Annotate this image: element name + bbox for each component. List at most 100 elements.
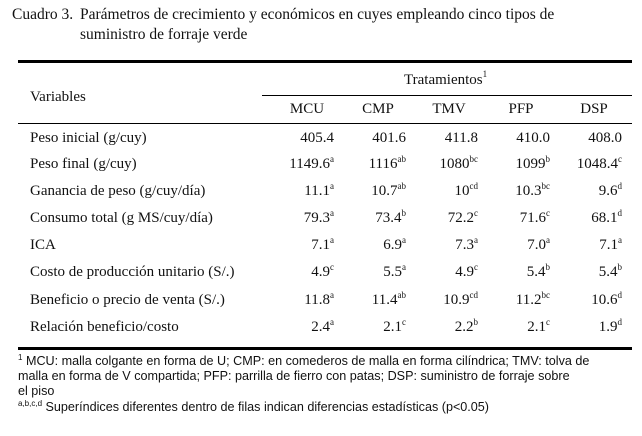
table-cell: 7.3a — [388, 236, 478, 254]
table-cell: 10cd — [388, 181, 479, 200]
cell-value: 1099 — [515, 156, 546, 172]
table-cell: 5.4b — [532, 263, 622, 281]
column-header-mcu: MCU — [289, 101, 325, 117]
table-cell: 73.4b — [316, 209, 406, 227]
cell-value: 10.9 — [443, 292, 470, 308]
row-label: Relación beneficio/costo — [30, 319, 179, 335]
cell-value: 2.4 — [311, 319, 330, 335]
table-top-rule — [18, 60, 632, 63]
table-cell: 4.9c — [388, 263, 478, 281]
cell-value: 5.5 — [383, 264, 402, 280]
footnote-1-line-1: MCU: malla colgante en forma de U; CMP: … — [25, 354, 590, 368]
table-cell: 2.1c — [316, 318, 406, 336]
cell-value: 10.3 — [515, 183, 542, 199]
cell-value: 1116 — [368, 156, 398, 172]
caption-line-1: Parámetros de crecimiento y económicos e… — [80, 6, 555, 23]
cell-value: 1080 — [439, 156, 470, 172]
cell-superscript: bc — [469, 154, 479, 164]
footnote-2-text: Superíndices diferentes dentro de filas … — [45, 400, 490, 414]
table-cell: 401.6 — [316, 129, 406, 147]
table-bottom-rule — [18, 347, 632, 350]
treatments-underline — [262, 95, 632, 96]
cell-superscript: a — [330, 208, 334, 218]
cell-superscript: d — [617, 181, 623, 191]
cell-value: 7.0 — [527, 237, 546, 253]
treatments-header-sup: 1 — [482, 69, 488, 79]
cell-value: 9.6 — [598, 183, 618, 199]
cell-superscript: c — [546, 317, 550, 327]
cell-value: 4.9 — [455, 264, 474, 280]
table-cell: 11.4ab — [316, 291, 406, 309]
table-cell: 410.0 — [460, 129, 550, 147]
cell-value: 72.2 — [447, 210, 474, 226]
table-cell: 2.2b — [388, 318, 478, 336]
cell-value: 5.4 — [598, 264, 618, 280]
cell-value: 5.4 — [526, 264, 546, 280]
cell-value: 4.9 — [311, 264, 330, 280]
cell-value: 11.4 — [371, 292, 398, 308]
cell-superscript: a — [330, 290, 334, 300]
table-cell: 5.4b — [460, 263, 550, 281]
table-cell: 4.9c — [244, 263, 334, 281]
cell-superscript: a — [546, 235, 550, 245]
cell-superscript: d — [617, 208, 623, 218]
cell-superscript: b — [401, 208, 407, 218]
table-cell: 2.4a — [244, 318, 334, 336]
cell-value: 410.0 — [516, 130, 550, 146]
cell-value: 10.7 — [371, 183, 398, 199]
cell-superscript: d — [617, 290, 623, 300]
row-label: Peso inicial (g/cuy) — [30, 130, 147, 146]
cell-value: 411.8 — [444, 130, 478, 146]
table-cell: 9.6d — [532, 182, 622, 200]
row-label: Peso final (g/cuy) — [30, 156, 137, 172]
cell-superscript: a — [402, 262, 406, 272]
cell-value: 1048.4 — [576, 156, 618, 172]
table-cell: 72.2c — [388, 209, 478, 227]
table-cell: 1149.6a — [244, 155, 334, 173]
table-cell: 5.5a — [316, 263, 406, 281]
cell-superscript: b — [545, 154, 551, 164]
cell-value: 73.4 — [375, 210, 402, 226]
cell-value: 7.1 — [311, 237, 330, 253]
table-cell: 405.4 — [244, 129, 334, 147]
cell-superscript: a — [330, 154, 334, 164]
table-cell: 1080bc — [388, 154, 479, 173]
row-label: Ganancia de peso (g/cuy/día) — [30, 183, 206, 199]
footnote-1-sup: 1 — [18, 353, 23, 362]
row-label: ICA — [30, 237, 56, 253]
footnote-2: a,b,c,d Superíndices diferentes dentro d… — [18, 400, 489, 415]
table-cell: 1099b — [460, 154, 551, 173]
cell-superscript: bc — [541, 181, 551, 191]
cell-superscript: b — [545, 262, 551, 272]
row-label: Costo de producción unitario (S/.) — [30, 264, 235, 280]
cell-superscript: b — [617, 262, 623, 272]
table-cell: 1.9d — [532, 318, 622, 336]
row-label: Beneficio o precio de venta (S/.) — [30, 292, 225, 308]
column-header-tmv: TMV — [432, 101, 466, 117]
cell-value: 401.6 — [372, 130, 406, 146]
cell-value: 10.6 — [591, 292, 618, 308]
cell-superscript: d — [617, 317, 623, 327]
column-header-cmp: CMP — [362, 101, 394, 117]
table-cell: 10.7ab — [316, 182, 406, 200]
table-cell: 411.8 — [388, 129, 478, 147]
header-bottom-rule — [18, 123, 632, 124]
cell-superscript: cd — [469, 181, 479, 191]
cell-value: 1.9 — [598, 319, 618, 335]
cell-value: 11.1 — [304, 183, 330, 199]
cell-superscript: bc — [541, 290, 551, 300]
variables-header: Variables — [30, 89, 86, 105]
footnote-1-line-2: malla en forma de V compartida; PFP: par… — [18, 369, 570, 383]
table-cell: 11.8a — [244, 291, 334, 309]
cell-superscript: ab — [397, 290, 407, 300]
table-cell: 7.0a — [460, 236, 550, 254]
footnote-1-line-3: el piso — [18, 384, 55, 398]
cell-superscript: b — [473, 317, 479, 327]
table-cell: 10.9cd — [388, 291, 478, 309]
table-cell: 11.1a — [244, 182, 334, 200]
table-cell: 6.9a — [316, 236, 406, 254]
footnote-1: 1 MCU: malla colgante en forma de U; CMP… — [18, 354, 589, 369]
cell-value: 71.6 — [519, 210, 546, 226]
cell-value: 2.1 — [527, 319, 546, 335]
cell-superscript: c — [546, 208, 550, 218]
